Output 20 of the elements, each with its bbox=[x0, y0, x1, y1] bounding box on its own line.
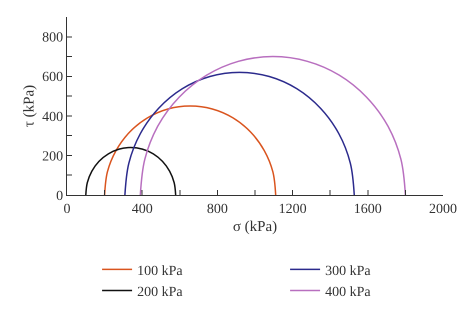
x-tick-label: 1200 bbox=[278, 202, 307, 217]
legend-label: 300 kPa bbox=[325, 264, 372, 279]
legend-label: 400 kPa bbox=[325, 285, 372, 300]
y-tick-label: 400 bbox=[42, 110, 64, 125]
line-series bbox=[140, 56, 406, 195]
y-tick-label: 200 bbox=[42, 149, 64, 164]
y-tick-label: 0 bbox=[56, 188, 64, 204]
line-series bbox=[124, 72, 356, 195]
x-tick-label: 2000 bbox=[429, 202, 457, 217]
x-tick-label: 400 bbox=[132, 202, 153, 217]
line-series bbox=[85, 146, 176, 195]
legend-label: 200 kPa bbox=[137, 285, 184, 300]
legend-label: 100 kPa bbox=[137, 264, 184, 279]
y-axis-title: τ (kPa) bbox=[21, 84, 38, 128]
y-tick-label: 600 bbox=[42, 70, 64, 86]
x-tick-label: 1600 bbox=[354, 202, 382, 217]
x-tick-label: 800 bbox=[206, 202, 228, 217]
y-tick-label: 800 bbox=[42, 30, 64, 46]
x-axis-title: σ (kPa) bbox=[232, 218, 278, 235]
line-series bbox=[104, 105, 276, 195]
